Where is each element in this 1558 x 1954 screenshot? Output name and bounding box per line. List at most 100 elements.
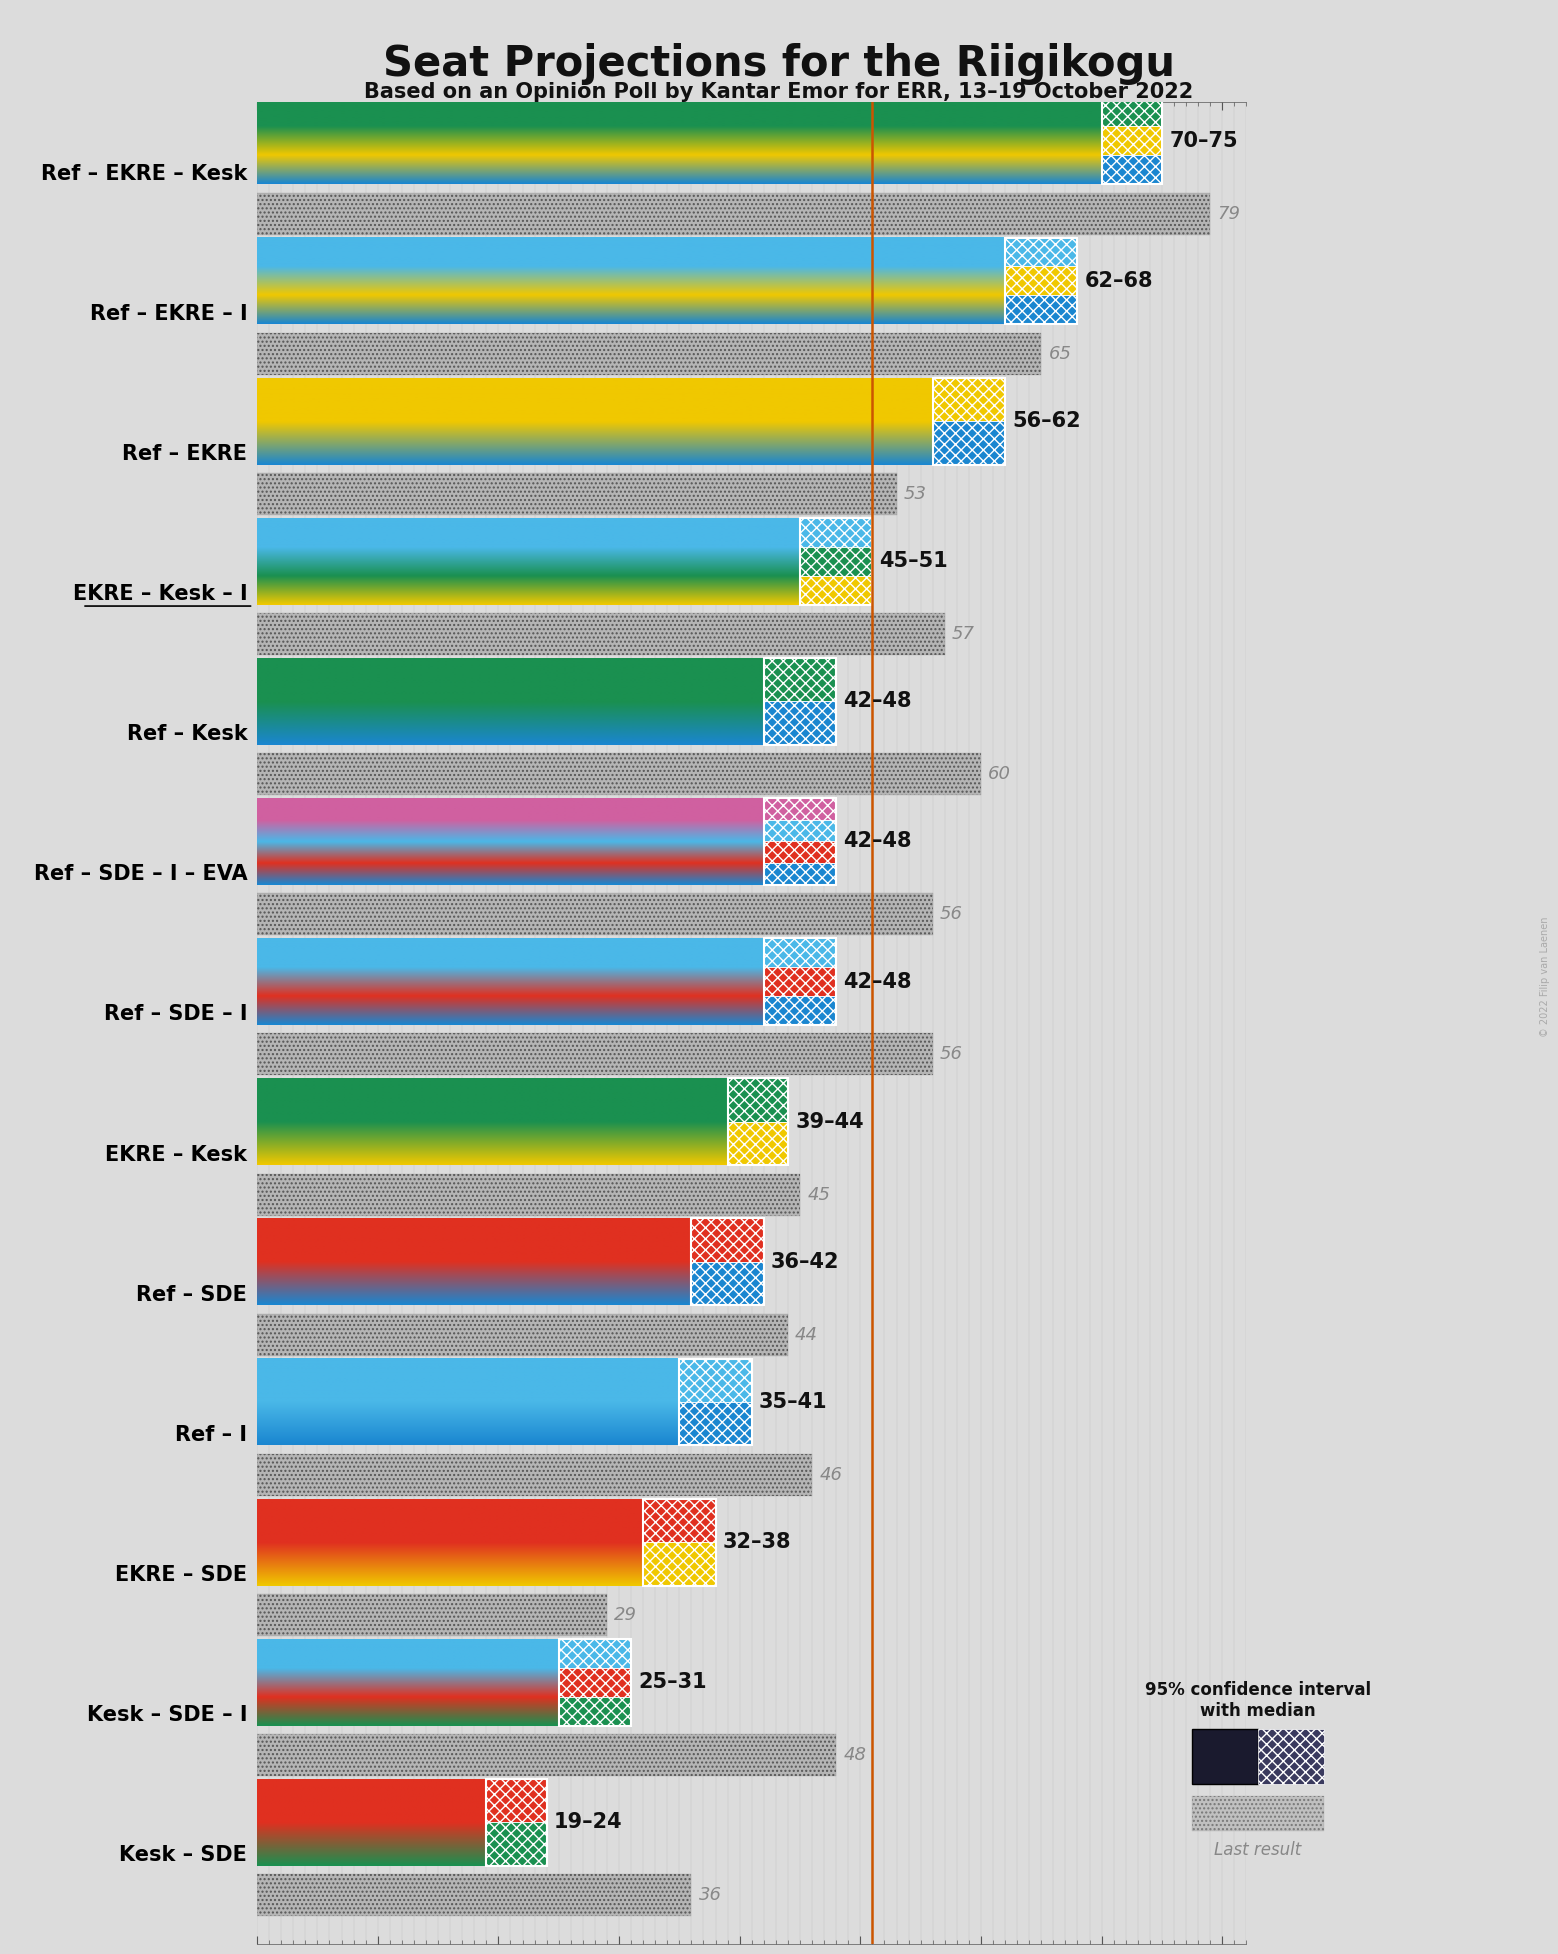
Text: 39–44: 39–44 [795, 1112, 863, 1131]
Bar [692, 1262, 763, 1305]
Text: 35–41: 35–41 [759, 1391, 827, 1413]
Bar [763, 842, 837, 864]
Bar [486, 1823, 547, 1866]
Bar [643, 1499, 715, 1542]
Bar [763, 938, 837, 967]
Bar [559, 1639, 631, 1725]
Bar [1102, 98, 1162, 127]
Bar [257, 1874, 692, 1917]
Bar [257, 332, 1041, 375]
Text: 53: 53 [904, 485, 927, 502]
Text: 57: 57 [952, 625, 975, 643]
Bar [763, 997, 837, 1026]
Bar [257, 1454, 812, 1497]
Bar [257, 1454, 812, 1497]
Bar [679, 1401, 751, 1446]
Text: Last result: Last result [1214, 1841, 1302, 1858]
Text: 65: 65 [1049, 344, 1072, 363]
Bar [257, 1594, 608, 1635]
Bar [1005, 295, 1078, 324]
Bar [763, 938, 837, 967]
Text: 32–38: 32–38 [723, 1532, 791, 1551]
Bar [763, 701, 837, 744]
Bar [763, 821, 837, 842]
Bar [799, 547, 872, 576]
Bar [1102, 98, 1162, 127]
Text: 95% confidence interval
with median: 95% confidence interval with median [1145, 1680, 1371, 1720]
Bar [763, 967, 837, 997]
Bar [643, 1499, 715, 1585]
Bar [257, 332, 1041, 375]
Bar [257, 752, 982, 795]
Bar [763, 842, 837, 864]
Bar [933, 422, 1005, 465]
Bar [257, 1034, 933, 1075]
Bar [559, 1639, 631, 1667]
Bar [799, 518, 872, 604]
Bar [257, 614, 944, 655]
Bar [257, 1594, 608, 1635]
Bar [799, 576, 872, 604]
Bar [257, 473, 896, 516]
Text: 25–31: 25–31 [639, 1673, 707, 1692]
Bar [1005, 266, 1078, 295]
Bar [799, 518, 872, 547]
Bar [1005, 295, 1078, 324]
Text: 42–48: 42–48 [843, 971, 911, 991]
Bar [1005, 266, 1078, 295]
Bar [1005, 238, 1078, 266]
Text: 70–75: 70–75 [1168, 131, 1237, 150]
Text: 56: 56 [939, 905, 963, 924]
Bar [1102, 127, 1162, 154]
Bar [933, 377, 1005, 465]
Bar [763, 938, 837, 1026]
Bar [643, 1542, 715, 1585]
Bar [728, 1122, 788, 1165]
Bar [257, 1034, 933, 1075]
Bar [679, 1358, 751, 1401]
Text: 56: 56 [939, 1045, 963, 1063]
Bar [763, 658, 837, 744]
Bar [763, 658, 837, 701]
Bar [257, 1313, 788, 1356]
Bar [257, 752, 982, 795]
Bar [679, 1401, 751, 1446]
Text: 45–51: 45–51 [880, 551, 949, 571]
Bar [763, 797, 837, 885]
Bar [643, 1542, 715, 1585]
Bar [728, 1079, 788, 1122]
Text: © 2022 Filip van Laenen: © 2022 Filip van Laenen [1541, 916, 1550, 1038]
Bar [643, 1499, 715, 1542]
Bar [763, 797, 837, 821]
Bar [559, 1667, 631, 1696]
Bar [933, 377, 1005, 422]
Bar [559, 1639, 631, 1667]
Bar [257, 473, 896, 516]
Bar [257, 1733, 837, 1776]
Text: 62–68: 62–68 [1084, 272, 1153, 291]
Text: 56–62: 56–62 [1013, 410, 1081, 432]
Bar [257, 1313, 788, 1356]
Bar [559, 1696, 631, 1725]
Bar [559, 1667, 631, 1696]
Bar [799, 576, 872, 604]
Text: 48: 48 [843, 1747, 866, 1764]
Bar [1102, 98, 1162, 184]
Bar [257, 1874, 692, 1917]
Text: 44: 44 [795, 1325, 818, 1344]
Bar [486, 1778, 547, 1823]
Text: 60: 60 [988, 766, 1011, 784]
Bar [1005, 238, 1078, 324]
Bar [679, 1358, 751, 1446]
Bar [692, 1262, 763, 1305]
Text: 19–24: 19–24 [555, 1811, 623, 1833]
Bar [763, 658, 837, 701]
Bar [728, 1079, 788, 1165]
Bar [257, 893, 933, 936]
Bar [257, 1174, 799, 1215]
Bar [728, 1122, 788, 1165]
Bar [559, 1696, 631, 1725]
Bar [1102, 127, 1162, 154]
Bar [933, 377, 1005, 422]
Text: 36: 36 [698, 1886, 721, 1905]
